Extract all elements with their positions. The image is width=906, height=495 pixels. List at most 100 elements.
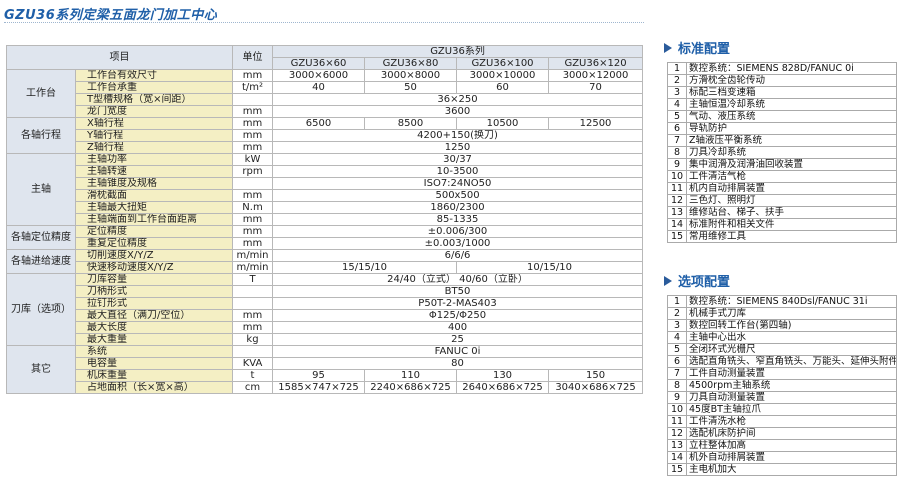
value-cell: 1860/2300	[271, 201, 644, 214]
list-item-number: 5	[667, 110, 687, 123]
unit-cell: N.m	[232, 201, 273, 214]
list-item-number: 6	[667, 122, 687, 135]
unit-cell: mm	[232, 213, 273, 226]
value-cell: 30/37	[271, 153, 644, 166]
list-item-text: 选配机床防护间	[686, 427, 897, 440]
list-item: 11 机内自动排屑装置	[667, 182, 897, 195]
item-cell: 刀库容量	[75, 273, 233, 286]
item-cell: 主轴功率	[75, 153, 233, 166]
table-row: 工作台承重 t/m² 40 50 60 70	[7, 81, 644, 94]
item-cell: X轴行程	[75, 117, 233, 130]
value-cell: 6500	[272, 117, 365, 130]
item-cell: 最大长度	[75, 321, 233, 334]
value-cell: 10500	[456, 117, 549, 130]
value-cell: FANUC 0i	[271, 345, 644, 358]
triangle-bullet-icon	[664, 275, 672, 286]
list-item-text: 导轨防护	[686, 122, 897, 135]
list-item-number: 12	[667, 194, 687, 207]
list-item-number: 8	[667, 146, 687, 159]
value-cell: 85-1335	[271, 213, 644, 226]
category-cell: 其它	[6, 345, 76, 394]
unit-cell	[232, 345, 273, 358]
table-row: 主轴转速 rpm 10-3500	[7, 165, 644, 178]
item-cell: 最大直径（满刀/空位）	[75, 309, 233, 322]
item-cell: 机床重量	[75, 369, 233, 382]
value-cell: P50T-2-MAS403	[271, 297, 644, 310]
list-item-text: 机械手式刀库	[686, 307, 897, 320]
value-cell: 80	[271, 357, 644, 370]
category-cell: 工作台	[6, 69, 76, 118]
unit-cell: mm	[232, 237, 273, 250]
value-cell: 60	[456, 81, 549, 94]
list-item-number: 11	[667, 182, 687, 195]
list-item-number: 13	[667, 439, 687, 452]
unit-cell: mm	[232, 189, 273, 202]
table-row: 主轴 主轴功率 kW 30/37	[6, 153, 644, 226]
model-header: GZU36×60	[272, 57, 365, 70]
value-cell: 500x500	[271, 189, 644, 202]
list-item-text: 工件清洁气枪	[686, 170, 897, 183]
list-item: 9 集中润滑及润滑油回收装置	[667, 158, 897, 171]
list-item-text: 立柱整体加高	[686, 439, 897, 452]
list-item-number: 2	[667, 74, 687, 87]
list-item-number: 1	[667, 62, 687, 75]
value-cell: 10-3500	[271, 165, 644, 178]
list-item: 14 机外自动排屑装置	[667, 451, 897, 464]
value-cell: 36×250	[271, 93, 644, 106]
list-item-number: 5	[667, 343, 687, 356]
table-row: 快速移动速度X/Y/Z m/min 15/15/10 10/15/10	[7, 261, 644, 274]
list-item-text: 工件自动测量装置	[686, 367, 897, 380]
value-cell: ISO7:24NO50	[271, 177, 644, 190]
table-row: T型槽规格（宽×间距） 36×250	[7, 93, 644, 106]
list-item-text: 主轴中心出水	[686, 331, 897, 344]
value-cell: 130	[456, 369, 549, 382]
unit-cell: kg	[232, 333, 273, 346]
unit-cell: kW	[232, 153, 273, 166]
table-row: 滑枕截面 mm 500x500	[7, 189, 644, 202]
unit-cell: mm	[232, 141, 273, 154]
value-cell: 24/40（立式） 40/60（立卧）	[271, 273, 644, 286]
optional-config-heading: 选项配置	[664, 271, 730, 290]
list-item-number: 10	[667, 170, 687, 183]
list-item-number: 15	[667, 463, 687, 476]
list-item: 7 Z轴液压平衡系统	[667, 134, 897, 147]
table-row: 刀柄形式 BT50	[7, 285, 644, 298]
item-cell: 定位精度	[75, 225, 233, 238]
unit-cell: T	[232, 273, 273, 286]
item-cell: 工作台有效尺寸	[75, 69, 233, 82]
list-item: 1 数控系统：SIEMENS 828D/FANUC 0i	[667, 62, 897, 75]
list-item-text: 45度BT主轴拉爪	[686, 403, 897, 416]
title-divider	[4, 22, 644, 23]
list-item-text: 数控系统：SIEMENS 840Dsl/FANUC 31i	[686, 295, 897, 308]
value-cell: 12500	[547, 117, 644, 130]
unit-cell	[232, 177, 273, 190]
table-row: 各轴定位精度 定位精度 mm ±0.006/300	[6, 225, 644, 250]
list-item: 13 立柱整体加高	[667, 439, 897, 452]
model-header: GZU36×80	[364, 57, 457, 70]
list-item-text: 数控回转工作台(第四轴)	[686, 319, 897, 332]
list-item-text: 刀具自动测量装置	[686, 391, 897, 404]
value-cell: 3000×6000	[272, 69, 365, 82]
list-item-number: 3	[667, 319, 687, 332]
table-row: 刀库（选项） 刀库容量 T 24/40（立式） 40/60（立卧）	[6, 273, 644, 346]
item-cell: 拉钉形式	[75, 297, 233, 310]
table-row: 电容量 KVA 80	[7, 357, 644, 370]
list-item-number: 14	[667, 218, 687, 231]
list-item: 2 机械手式刀库	[667, 307, 897, 320]
table-row: 其它 系统 FANUC 0i	[6, 345, 644, 394]
list-item: 10 45度BT主轴拉爪	[667, 403, 897, 416]
table-row: 各轴行程 X轴行程 mm 6500 8500 10500 12500	[6, 117, 644, 154]
optional-config-title: 选项配置	[678, 275, 731, 290]
value-cell: 6/6/6	[271, 249, 644, 262]
item-cell: T型槽规格（宽×间距）	[75, 93, 233, 106]
header-row: 项目 单位 GZU36系列	[6, 45, 644, 70]
unit-cell	[232, 297, 273, 310]
value-cell: 25	[271, 333, 644, 346]
category-cell: 主轴	[6, 153, 76, 226]
list-item: 13 维修站台、梯子、扶手	[667, 206, 897, 219]
value-cell: ±0.003/1000	[271, 237, 644, 250]
value-cell: 40	[272, 81, 365, 94]
list-item-number: 9	[667, 391, 687, 404]
table-row: 各轴进给速度 切削速度X/Y/Z m/min 6/6/6	[6, 249, 644, 274]
unit-cell: mm	[232, 225, 273, 238]
